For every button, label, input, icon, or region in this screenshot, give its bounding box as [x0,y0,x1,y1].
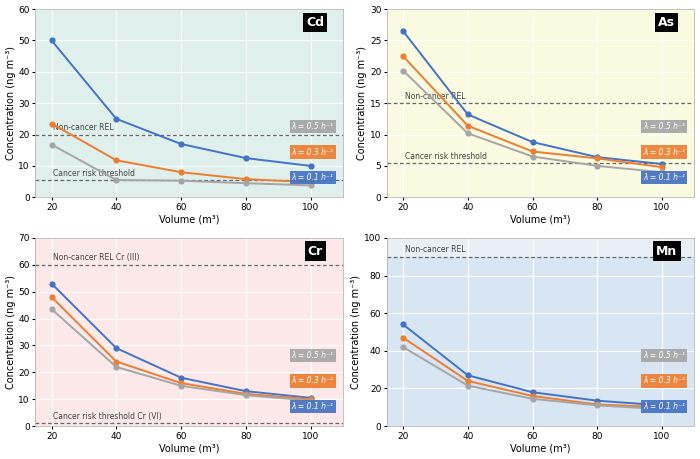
X-axis label: Volume (m³): Volume (m³) [159,215,219,224]
Y-axis label: Concentration (ng m⁻³): Concentration (ng m⁻³) [6,46,15,160]
Text: Non-cancer REL: Non-cancer REL [405,92,466,101]
Y-axis label: Concentration (ng m⁻³): Concentration (ng m⁻³) [6,275,15,389]
Text: λ = 0.1 h⁻¹: λ = 0.1 h⁻¹ [292,402,334,411]
Y-axis label: Concentration (ng m⁻³): Concentration (ng m⁻³) [351,275,361,389]
Text: λ = 0.1 h⁻¹: λ = 0.1 h⁻¹ [643,402,685,411]
Y-axis label: Concentration (ng m⁻³): Concentration (ng m⁻³) [357,46,367,160]
Text: λ = 0.5 h⁻¹: λ = 0.5 h⁻¹ [643,351,685,360]
Text: As: As [658,16,676,29]
Text: Non-cancer REL Cr (III): Non-cancer REL Cr (III) [53,253,140,263]
Text: Cancer risk threshold Cr (VI): Cancer risk threshold Cr (VI) [53,412,162,421]
Bar [387,238,694,257]
Text: Cd: Cd [307,16,324,29]
Text: λ = 0.1 h⁻¹: λ = 0.1 h⁻¹ [643,173,685,182]
Text: Mn: Mn [656,245,678,257]
X-axis label: Volume (m³): Volume (m³) [510,215,571,224]
Text: Cancer risk threshold: Cancer risk threshold [405,151,486,161]
Text: λ = 0.3 h⁻¹: λ = 0.3 h⁻¹ [643,376,685,386]
Text: λ = 0.3 h⁻¹: λ = 0.3 h⁻¹ [292,148,334,157]
X-axis label: Volume (m³): Volume (m³) [510,443,571,453]
Text: Cr: Cr [308,245,323,257]
Text: Non-cancer REL: Non-cancer REL [53,123,113,132]
X-axis label: Volume (m³): Volume (m³) [159,443,219,453]
Text: λ = 0.5 h⁻¹: λ = 0.5 h⁻¹ [643,122,685,131]
Text: Cancer risk threshold: Cancer risk threshold [53,169,135,178]
Text: λ = 0.3 h⁻¹: λ = 0.3 h⁻¹ [643,148,685,157]
Text: Non-cancer REL: Non-cancer REL [405,246,466,254]
Text: λ = 0.5 h⁻¹: λ = 0.5 h⁻¹ [292,351,334,360]
Text: λ = 0.3 h⁻¹: λ = 0.3 h⁻¹ [292,376,334,386]
Text: λ = 0.1 h⁻¹: λ = 0.1 h⁻¹ [292,173,334,182]
Text: λ = 0.5 h⁻¹: λ = 0.5 h⁻¹ [292,122,334,131]
